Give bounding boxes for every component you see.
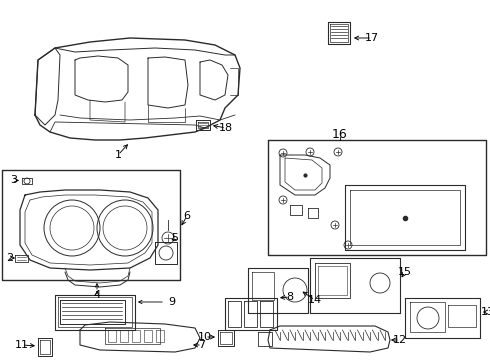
Text: 16: 16 — [332, 129, 348, 141]
Text: 8: 8 — [287, 292, 294, 302]
Text: 3: 3 — [10, 175, 18, 185]
Text: 11: 11 — [15, 340, 29, 350]
Text: 17: 17 — [365, 33, 379, 43]
Text: 5: 5 — [172, 233, 178, 243]
Text: 4: 4 — [94, 290, 100, 300]
Text: 6: 6 — [183, 211, 191, 221]
Text: 13: 13 — [481, 307, 490, 317]
Text: 18: 18 — [219, 123, 233, 133]
Text: 10: 10 — [198, 332, 212, 342]
Text: 14: 14 — [308, 295, 322, 305]
Text: 1: 1 — [115, 150, 122, 160]
Text: 7: 7 — [198, 340, 206, 350]
Text: 12: 12 — [393, 335, 407, 345]
Text: 15: 15 — [398, 267, 412, 277]
Text: 9: 9 — [168, 297, 175, 307]
Text: 2: 2 — [6, 253, 14, 263]
